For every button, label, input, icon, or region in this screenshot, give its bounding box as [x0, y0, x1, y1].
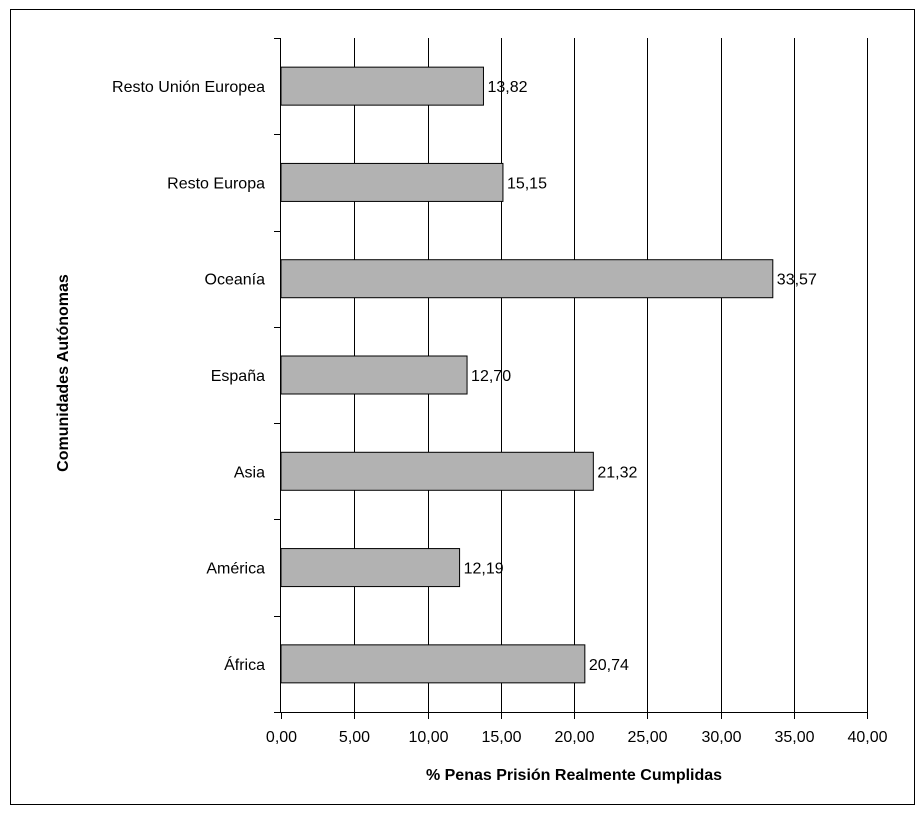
x-axis-title: % Penas Prisión Realmente Cumplidas [426, 767, 722, 784]
category-label: Oceanía [205, 272, 266, 289]
x-tick-label: 10,00 [408, 729, 448, 746]
x-tick-label: 40,00 [847, 729, 887, 746]
bar [280, 355, 468, 395]
x-tick-label: 35,00 [774, 729, 814, 746]
data-label: 15,15 [507, 175, 547, 192]
data-label: 20,74 [589, 657, 629, 674]
category-label: España [211, 368, 265, 385]
data-label: 13,82 [487, 79, 527, 96]
x-tick-label: 0,00 [266, 729, 297, 746]
bar [280, 451, 594, 491]
data-label: 33,57 [777, 272, 817, 289]
bar [280, 259, 774, 299]
x-tick-label: 20,00 [554, 729, 594, 746]
data-label: 12,70 [471, 368, 511, 385]
bars [280, 66, 774, 684]
category-label: Resto Unión Europea [112, 79, 265, 96]
category-label: África [224, 655, 265, 674]
bar [280, 162, 504, 202]
outer-border [10, 9, 915, 805]
category-label: Asia [234, 464, 265, 481]
bar [280, 644, 586, 684]
x-tick-label: 25,00 [627, 729, 667, 746]
x-tick-label: 5,00 [339, 729, 370, 746]
x-tick-label: 30,00 [701, 729, 741, 746]
axes [274, 38, 868, 719]
category-label: Resto Europa [167, 175, 265, 192]
labels: 13,82 Resto Unión Europea 15,15 Resto Europ… [112, 79, 888, 746]
bar [280, 66, 484, 106]
y-axis-title: Comunidades Autónomas [55, 274, 72, 472]
category-label: América [206, 561, 265, 578]
bar [280, 548, 461, 588]
x-tick-label: 15,00 [481, 729, 521, 746]
data-label: 12,19 [464, 561, 504, 578]
grid-lines [354, 38, 868, 712]
data-label: 21,32 [597, 464, 637, 481]
